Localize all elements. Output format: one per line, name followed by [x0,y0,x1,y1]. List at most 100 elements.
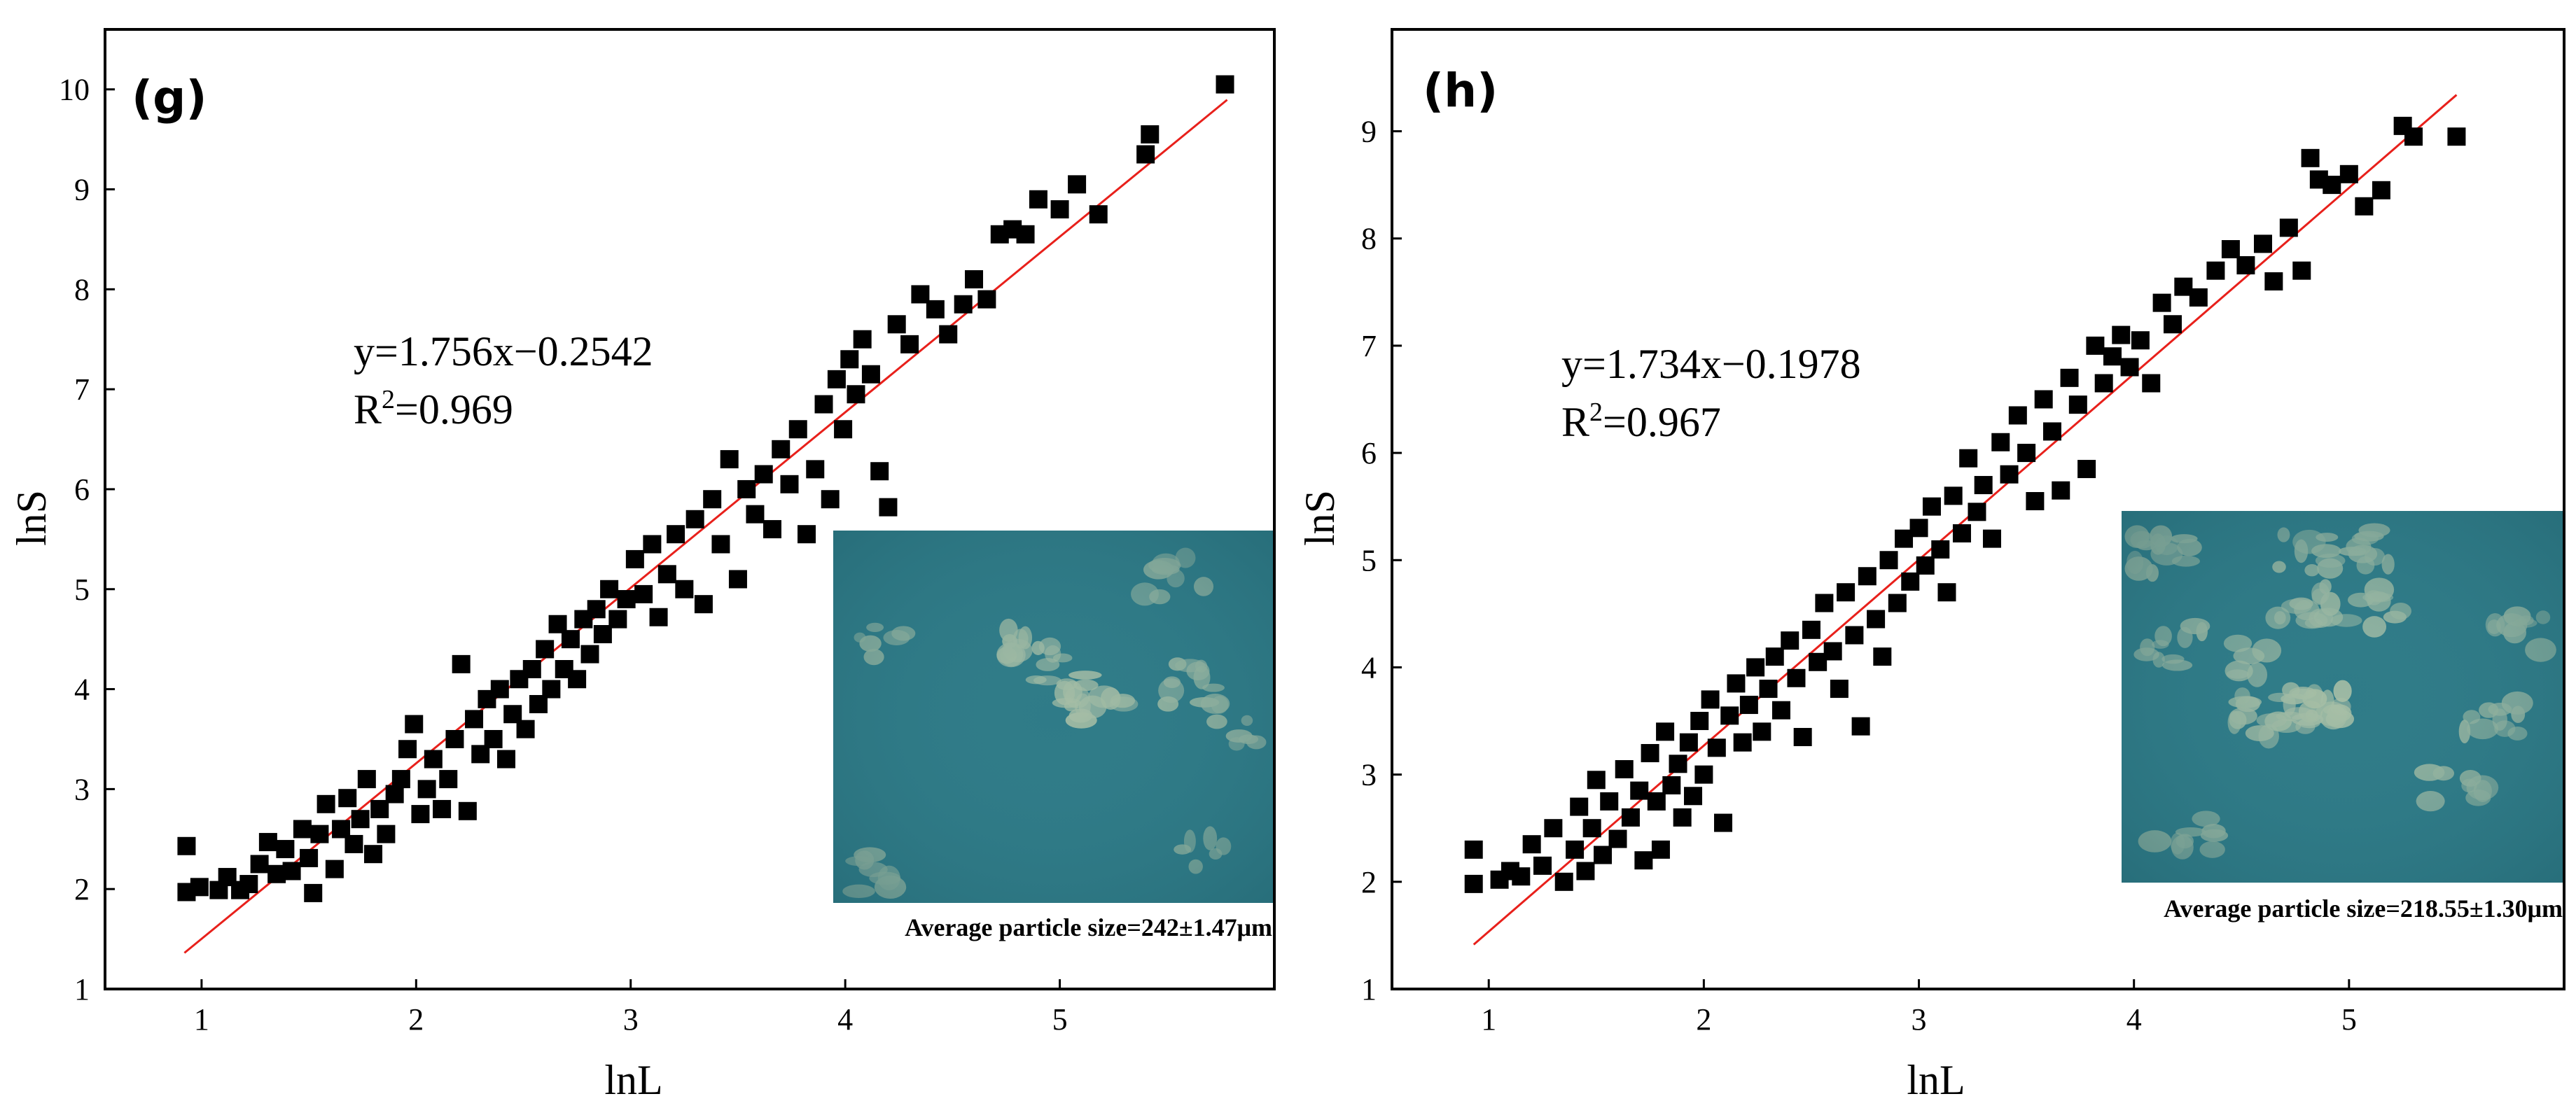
data-point [2264,272,2283,290]
data-point [398,740,417,759]
data-point [190,878,209,897]
data-point [1647,792,1666,811]
data-point [1679,733,1698,752]
data-point [954,295,973,314]
data-point [939,325,958,344]
data-point [1651,840,1670,859]
data-point [1216,75,1234,94]
panel-g-inset-shading [833,531,1273,903]
x-tick-label: 1 [194,1002,209,1037]
data-point [1867,610,1886,629]
panel-g-r2-value: =0.969 [395,386,513,433]
data-point [258,833,277,852]
data-point [1464,874,1483,893]
data-point [737,479,756,498]
data-point [2120,358,2139,377]
data-point [1727,674,1746,693]
data-point [861,365,880,384]
panel-h-r2-superscript: 2 [1589,398,1603,427]
panel-g-plot-frame [104,28,1276,990]
data-point [1787,668,1806,687]
data-point [720,450,739,469]
data-point [1068,175,1087,194]
panel-g-inset-micrograph [833,531,1273,903]
y-tick-label: 8 [1361,222,1377,256]
data-point [439,770,458,789]
data-point [568,670,587,689]
data-point [1615,759,1634,778]
data-point [1781,631,1799,650]
panel-g-chart: Average particle size=242±1.47μm 1 2 3 4 5 1… [8,28,1276,1103]
data-point [977,290,996,309]
data-point [325,860,344,878]
data-point [2131,331,2150,350]
data-point [1594,846,1613,864]
data-point [2103,347,2122,366]
data-point [2034,390,2053,409]
data-point [1720,706,1739,725]
data-point [1029,190,1047,209]
data-point [344,834,363,853]
data-point [580,645,599,664]
y-tick-label: 5 [74,573,90,607]
data-point [634,584,653,603]
data-point [1656,722,1675,741]
data-point [276,840,295,859]
panel-g-data-points [177,75,1234,902]
data-point [1673,808,1692,827]
data-point [1544,819,1563,838]
data-point [657,565,676,584]
data-point [561,630,580,649]
data-point [1694,765,1713,784]
y-tick-label: 2 [74,872,90,906]
y-tick-label: 1 [74,972,90,1007]
data-point [1533,856,1552,875]
data-point [1901,572,1920,591]
data-point [879,498,898,517]
y-tick-label: 4 [74,673,90,707]
data-point [754,465,773,484]
data-point [1600,792,1619,811]
data-point [847,385,865,404]
x-tick-label: 4 [837,1002,853,1037]
data-point [405,715,424,734]
panel-g-r-squared: R2=0.969 [354,385,513,433]
y-tick-label: 4 [1361,650,1377,685]
y-tick-label: 8 [74,272,90,307]
data-point [2077,460,2096,479]
panel-h-y-axis-title: lnS [1297,490,1343,546]
panel-g-r2-superscript: 2 [382,385,395,414]
data-point [711,535,730,554]
data-point [675,580,694,598]
y-tick-label: 1 [1361,972,1377,1007]
data-point [304,883,323,902]
data-point [424,750,443,769]
data-point [1931,540,1950,559]
data-point [926,300,945,318]
data-point [965,270,984,289]
data-point [516,720,535,738]
data-point [2052,481,2070,500]
y-tick-label: 7 [74,372,90,407]
panel-h-inset-micrograph [2122,511,2564,883]
x-tick-label: 4 [2126,1002,2142,1037]
data-point [587,600,606,619]
data-point [239,875,258,894]
data-point [2253,234,2272,253]
data-point [1845,626,1864,645]
data-point [1714,813,1733,832]
data-point [1050,200,1069,219]
data-point [411,805,430,824]
panel-h-y-axis: 1 2 3 4 5 6 7 8 9 [1361,115,1402,1007]
data-point [1909,519,1928,538]
data-point [1815,594,1834,612]
panel-g-y-axis: 1 2 3 4 5 6 7 8 9 10 [59,73,115,1007]
data-point [1576,862,1595,881]
data-point [1570,797,1589,816]
data-point [1582,819,1601,838]
data-point [2017,444,2036,463]
panel-g-y-axis-title: lnS [8,490,55,546]
data-point [1830,680,1849,699]
data-point [316,794,335,813]
data-point [433,799,452,818]
